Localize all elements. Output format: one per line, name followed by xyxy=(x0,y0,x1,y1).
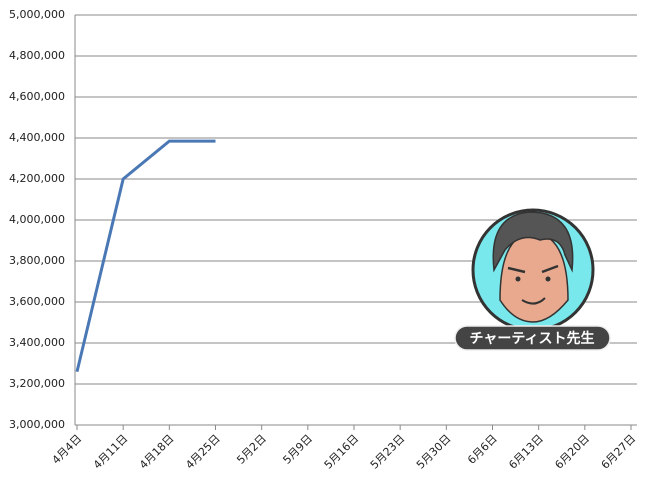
x-tick-label: 5月23日 xyxy=(368,432,408,472)
x-tick-label: 5月9日 xyxy=(280,432,315,467)
y-tick-label: 3,000,000 xyxy=(9,418,65,431)
y-tick-label: 4,000,000 xyxy=(9,213,65,226)
x-tick-label: 5月2日 xyxy=(234,432,269,467)
x-tick-label: 6月20日 xyxy=(552,432,592,472)
x-tick-label: 6月13日 xyxy=(506,432,546,472)
y-tick-label: 4,200,000 xyxy=(9,172,65,185)
y-tick-label: 3,400,000 xyxy=(9,336,65,349)
x-tick-label: 6月27日 xyxy=(599,432,639,472)
x-tick-label: 4月4日 xyxy=(50,432,85,467)
y-tick-label: 4,800,000 xyxy=(9,49,65,62)
y-tick-label: 3,600,000 xyxy=(9,295,65,308)
line xyxy=(75,139,216,373)
x-tick-label: 4月25日 xyxy=(183,432,223,472)
avatar: チャーティスト先生 xyxy=(454,208,611,351)
y-tick-label: 4,400,000 xyxy=(9,131,65,144)
x-tick-label: 4月11日 xyxy=(91,432,131,472)
x-tick-label: 4月18日 xyxy=(137,432,177,472)
y-tick-label: 5,000,000 xyxy=(9,8,65,21)
y-tick-label: 3,800,000 xyxy=(9,254,65,267)
x-tick-label: 5月16日 xyxy=(322,432,362,472)
x-tick-label: 6月6日 xyxy=(465,432,500,467)
x-tick-label: 5月30日 xyxy=(414,432,454,472)
y-tick-label: 4,600,000 xyxy=(9,90,65,103)
y-tick-label: 3,200,000 xyxy=(9,377,65,390)
avatar-label: チャーティスト先生 xyxy=(469,330,594,347)
